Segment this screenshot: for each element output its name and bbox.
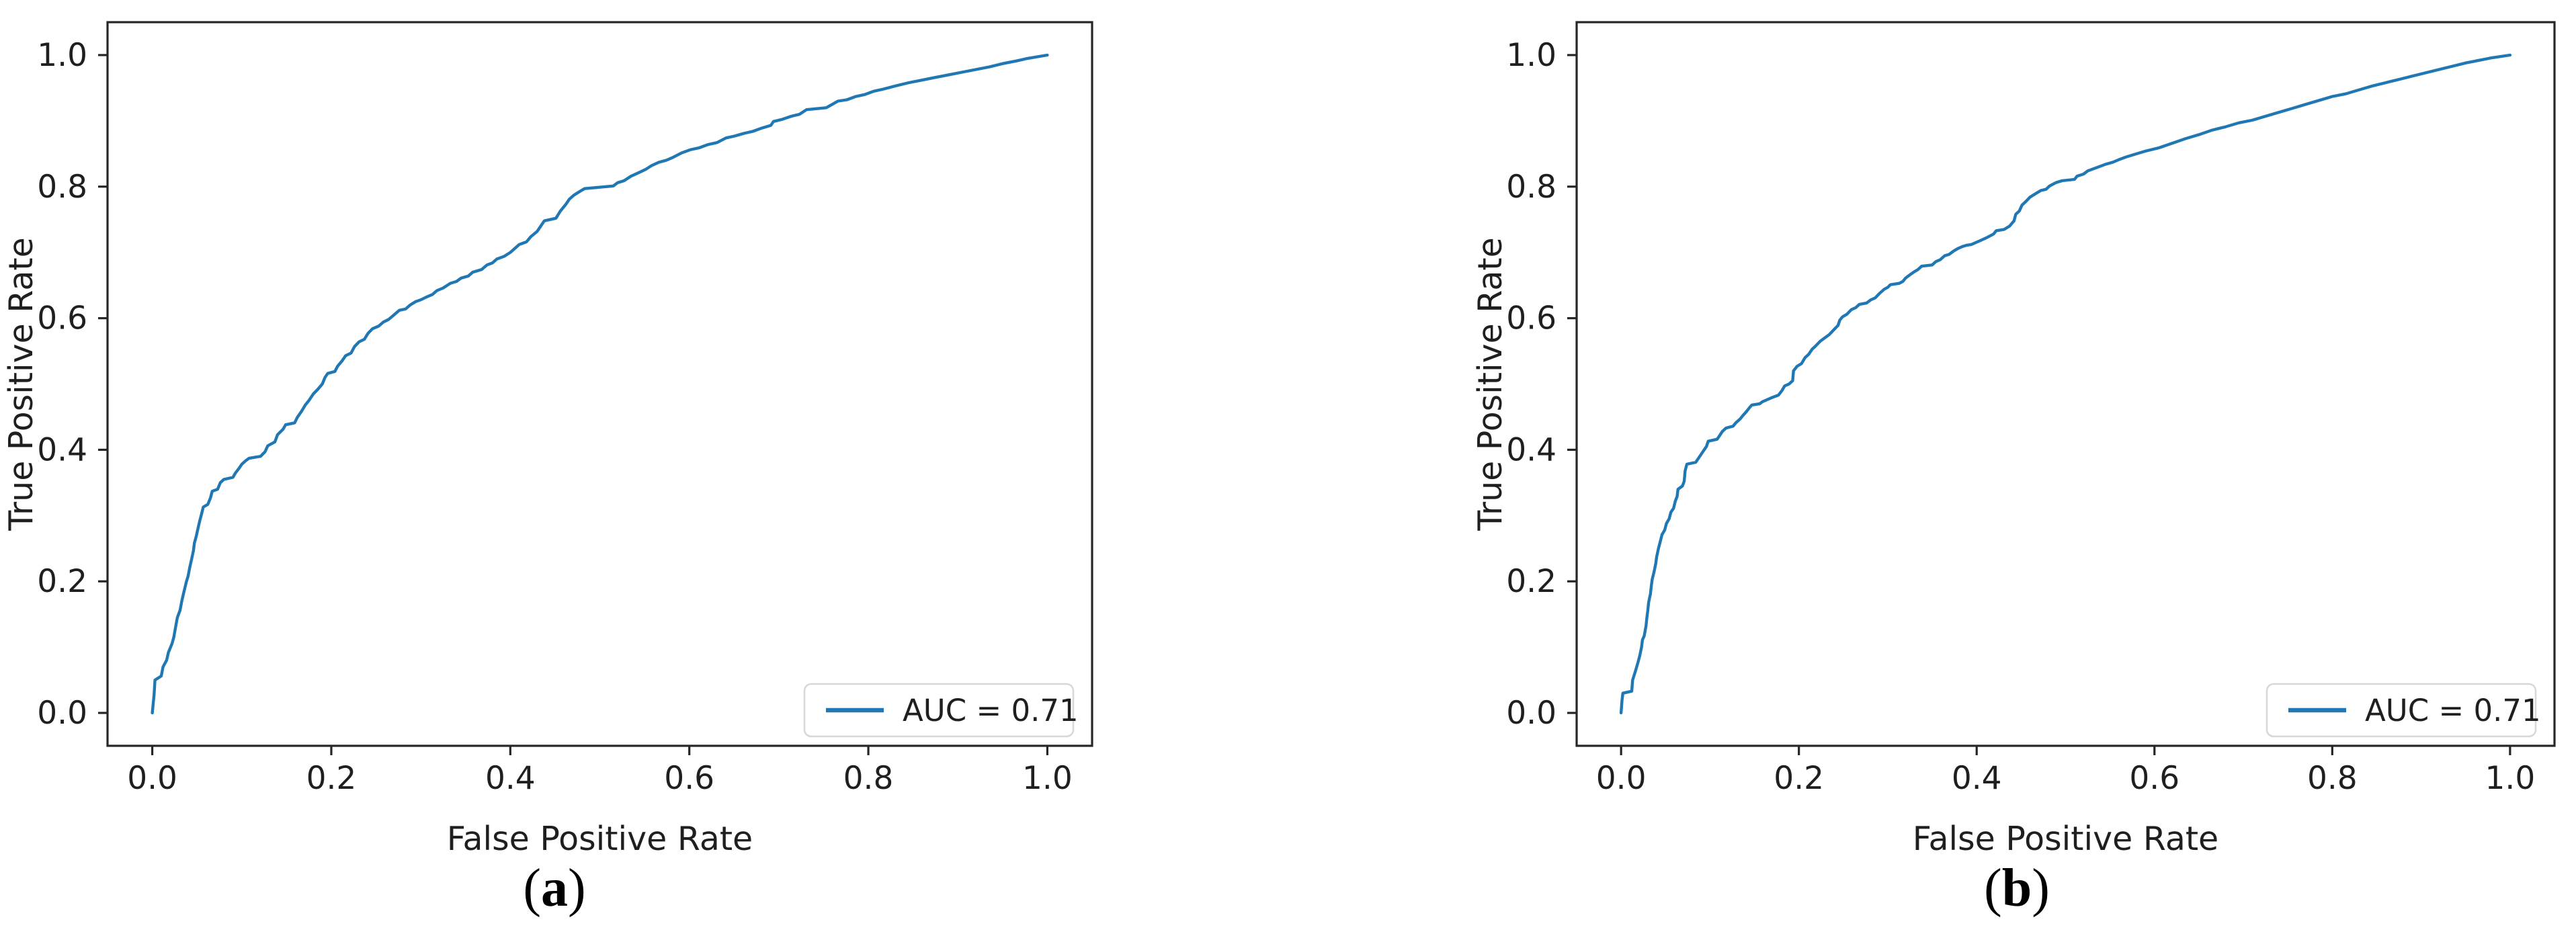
x-tick-label: 0.8 xyxy=(843,760,894,797)
legend-box xyxy=(803,683,1075,738)
caption-letter: a xyxy=(541,859,568,918)
caption-close-paren: ) xyxy=(2032,859,2050,918)
y-tick-label: 0.4 xyxy=(1506,431,1556,468)
y-tick-label: 0.6 xyxy=(37,300,87,337)
x-tick-label: 1.0 xyxy=(1022,760,1073,797)
legend-label: AUC = 0.71 xyxy=(2365,693,2541,728)
x-tick-label: 0.4 xyxy=(1952,760,2002,797)
x-tick-label: 0.2 xyxy=(1774,760,1824,797)
panel-caption-a: (a) xyxy=(523,861,585,915)
caption-close-paren: ) xyxy=(568,859,586,918)
y-tick-label: 0.6 xyxy=(1506,300,1556,337)
roc-curve xyxy=(1619,53,2512,715)
x-axis-label: False Positive Rate xyxy=(1913,820,2218,858)
caption-open-paren: ( xyxy=(1984,859,2002,918)
roc-curve xyxy=(151,53,1049,715)
y-tick-label: 0.4 xyxy=(37,431,87,468)
axes-frame xyxy=(1575,21,2556,747)
roc-figure-panel-a: 0.0 0.2 0.4 0.6 0.8 1.0 0.0 0.2 0.4 0.6 0.8 1.0 Fals… xyxy=(2,21,1093,915)
caption-open-paren: ( xyxy=(523,859,541,918)
roc-chart-a: 0.0 0.2 0.4 0.6 0.8 1.0 0.0 0.2 0.4 0.6 0.8 1.0 Fals… xyxy=(2,21,1093,858)
x-tick-label: 0.0 xyxy=(127,760,177,797)
x-tick-label: 0.8 xyxy=(2307,760,2358,797)
y-tick-label: 0.8 xyxy=(1506,169,1556,206)
legend-label: AUC = 0.71 xyxy=(903,693,1079,728)
y-axis-label: True Positive Rate xyxy=(1471,237,1509,531)
y-tick-label: 0.2 xyxy=(37,563,87,600)
x-tick-label: 0.6 xyxy=(2129,760,2179,797)
y-tick-label: 1.0 xyxy=(1506,37,1556,74)
y-axis-label: True Positive Rate xyxy=(2,237,40,531)
roc-figure-panel-b: 0.0 0.2 0.4 0.6 0.8 1.0 0.0 0.2 0.4 0.6 0.8 1.0 Fals… xyxy=(1288,0,2575,942)
caption-letter: b xyxy=(2001,859,2032,918)
x-tick-label: 0.2 xyxy=(306,760,357,797)
y-tick-label: 0.0 xyxy=(37,695,87,732)
x-tick-label: 1.0 xyxy=(2485,760,2535,797)
x-axis-label: False Positive Rate xyxy=(447,820,753,858)
x-tick-label: 0.6 xyxy=(664,760,714,797)
panel-caption-b: (b) xyxy=(1984,861,2050,915)
y-tick-label: 0.0 xyxy=(1506,695,1556,732)
x-tick-label: 0.0 xyxy=(1596,760,1647,797)
axes-frame xyxy=(106,21,1093,747)
y-tick-label: 1.0 xyxy=(37,37,87,74)
y-tick-label: 0.2 xyxy=(1506,563,1556,600)
x-tick-label: 0.4 xyxy=(485,760,536,797)
roc-chart-b: 0.0 0.2 0.4 0.6 0.8 1.0 0.0 0.2 0.4 0.6 0.8 1.0 Fals… xyxy=(1471,21,2556,858)
y-tick-label: 0.8 xyxy=(37,169,87,206)
legend-box xyxy=(2266,683,2537,738)
